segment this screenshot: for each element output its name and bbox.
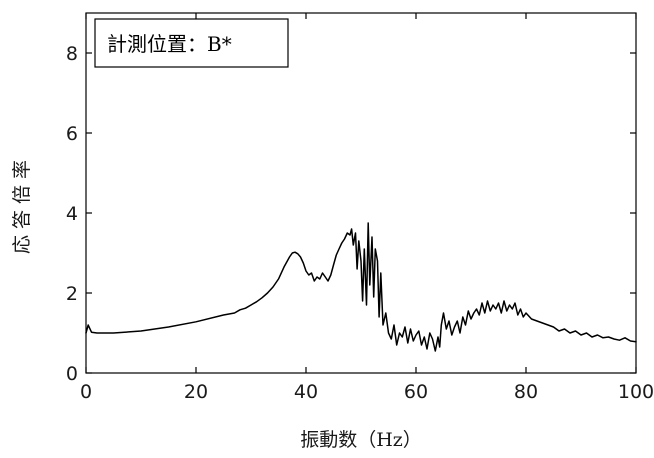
y-axis-title: 応答倍率 [11,154,33,254]
annotation-label: 計測位置：B* [107,32,232,56]
plot-area [85,12,637,374]
x-tick-label: 60 [404,381,428,403]
x-tick-label: 40 [294,381,318,403]
y-tick-label: 4 [66,203,78,225]
x-axis: 0 20 40 60 80 100 [80,13,654,403]
y-tick-label: 2 [66,283,78,305]
response-curve [85,222,637,352]
y-tick-label: 8 [66,43,78,65]
x-tick-label: 80 [514,381,538,403]
x-tick-label: 100 [618,381,654,403]
plot-frame [85,12,637,374]
annotation-box: 計測位置：B* [94,18,289,68]
y-tick-label: 0 [66,363,78,385]
x-axis-title: 振動数（Hz） [300,429,422,451]
x-tick-label: 20 [184,381,208,403]
annotation-frame [94,18,289,68]
y-axis: 0 2 4 6 8 [66,43,636,385]
x-tick-label: 0 [80,381,92,403]
y-tick-label: 6 [66,123,78,145]
